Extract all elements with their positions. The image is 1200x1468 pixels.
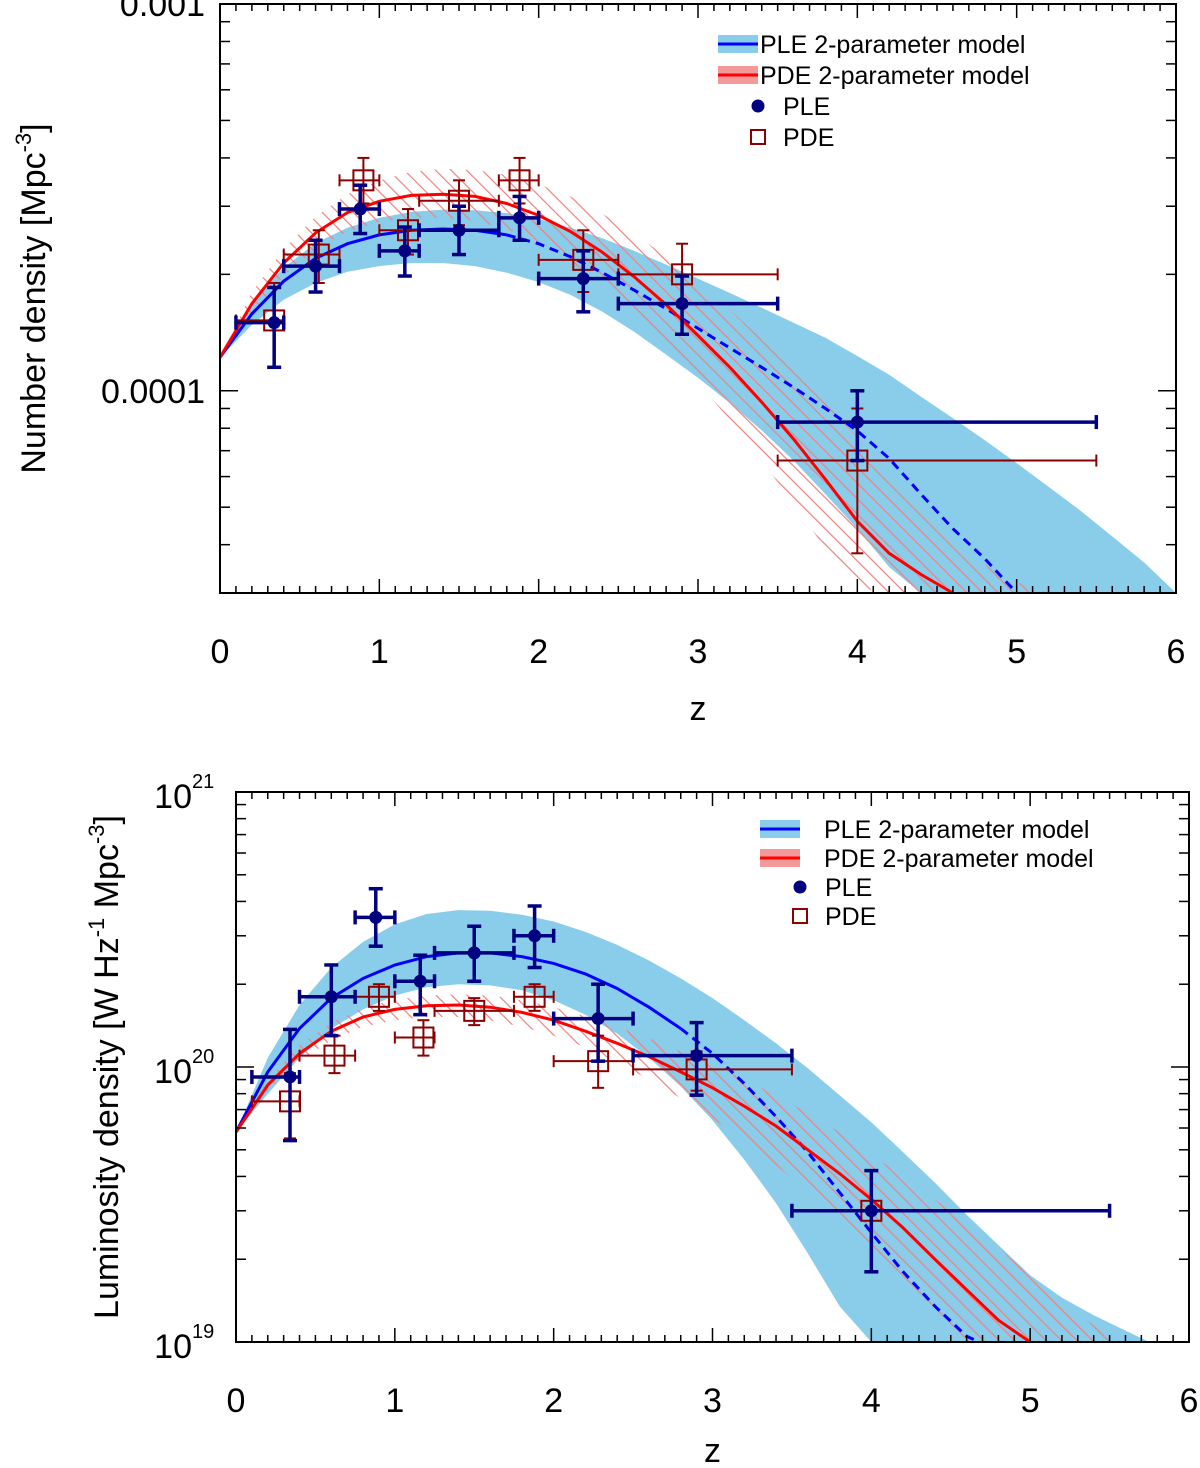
legend-entry: PDE 2-parameter model	[760, 845, 1094, 873]
legend-entry: PDE	[750, 124, 834, 152]
y-tick-label: 10	[154, 1053, 192, 1091]
y-tick-exponent: 20	[192, 1046, 214, 1068]
ple-data-point	[353, 886, 397, 948]
x-tick-label: 3	[703, 1382, 722, 1420]
x-tick-label: 3	[689, 633, 708, 671]
ple-data-point	[512, 904, 556, 970]
ple-data-point	[631, 1020, 794, 1097]
legend-entry: PLE	[751, 93, 830, 121]
legend-label: PLE 2-parameter model	[824, 816, 1089, 844]
ple-data-point	[393, 953, 437, 1017]
legend-entry: PDE	[792, 903, 876, 931]
x-tick-label: 0	[227, 1382, 246, 1420]
x-tick-label: 2	[529, 633, 548, 671]
plot-area	[236, 886, 1150, 1342]
pde-data-point	[298, 1034, 357, 1075]
legend-entry: PDE 2-parameter model	[718, 62, 1030, 90]
x-tick-label: 6	[1180, 1382, 1199, 1420]
legend-entry: PLE 2-parameter model	[718, 31, 1025, 59]
pde-uncertainty-band	[220, 168, 1049, 593]
legend-label: PDE 2-parameter model	[824, 845, 1094, 873]
pde-data-point	[512, 983, 555, 1012]
ple-data-point	[616, 274, 780, 336]
x-tick-label: 1	[370, 633, 389, 671]
y-axis-title: Number density [Mpc-3]	[11, 123, 53, 473]
x-tick-label: 0	[211, 633, 230, 671]
legend: PLE 2-parameter model PDE 2-parameter mod…	[718, 31, 1030, 152]
ple-data-point	[250, 1027, 302, 1143]
y-tick-exponent: 19	[192, 1321, 214, 1343]
y-tick-label: 0.0001	[101, 373, 205, 411]
legend-entry: PLE	[793, 874, 872, 902]
pde-data-point	[433, 997, 515, 1027]
ple-data-point	[497, 194, 541, 243]
legend-label: PLE	[825, 874, 872, 902]
axes: 0 1 2 3 4 5 6 0.0001 0.001	[101, 0, 1185, 671]
x-tick-label: 1	[385, 1382, 404, 1420]
ple-data-point	[790, 1168, 1112, 1274]
ple-model-curve-dashed	[506, 233, 1018, 593]
legend-label: PLE 2-parameter model	[760, 31, 1025, 59]
x-tick-label: 2	[544, 1382, 563, 1420]
legend-entry: PLE 2-parameter model	[760, 816, 1089, 844]
x-tick-label: 5	[1007, 633, 1026, 671]
ple-data-point	[281, 238, 342, 294]
y-tick-label: 10	[154, 1328, 192, 1366]
pde-data-point	[497, 156, 540, 205]
legend-label: PDE 2-parameter model	[760, 62, 1030, 90]
pde-data-point	[393, 1019, 436, 1057]
ple-data-point	[377, 225, 421, 278]
x-tick-label: 4	[862, 1382, 881, 1420]
ple-data-point	[551, 982, 635, 1063]
x-axis-title: z	[690, 690, 707, 728]
y-tick-label: 10	[154, 778, 192, 816]
y-tick-label: 0.001	[120, 0, 205, 24]
legend-label: PDE	[825, 903, 876, 931]
x-tick-label: 4	[848, 633, 867, 671]
ple-data-point	[234, 285, 286, 370]
ple-data-point	[775, 389, 1099, 463]
pde-model-curve	[220, 192, 954, 593]
x-tick-label: 5	[1021, 1382, 1040, 1420]
ple-data-point	[297, 963, 357, 1038]
y-tick-exponent: 21	[192, 771, 214, 793]
ple-model-curve-dashed	[679, 1027, 980, 1342]
ple-data-point	[337, 183, 382, 236]
ple-uncertainty-band	[220, 209, 1176, 593]
plot-area	[220, 156, 1176, 593]
y-axis-title: Luminosity density [W Hz-1 Mpc-3]	[84, 815, 126, 1319]
number-density-panel: 0 1 2 3 4 5 6 0.0001 0.001 z Number density [Mpc-3…	[11, 0, 1185, 728]
pde-uncertainty-band	[236, 994, 1126, 1342]
ple-data-point	[432, 924, 516, 984]
legend-label: PDE	[783, 124, 834, 152]
legend-label: PLE	[783, 93, 830, 121]
ple-data-point	[536, 249, 621, 314]
ple-data-point	[417, 204, 501, 257]
x-tick-label: 6	[1167, 633, 1186, 671]
x-axis-title: z	[704, 1432, 721, 1468]
